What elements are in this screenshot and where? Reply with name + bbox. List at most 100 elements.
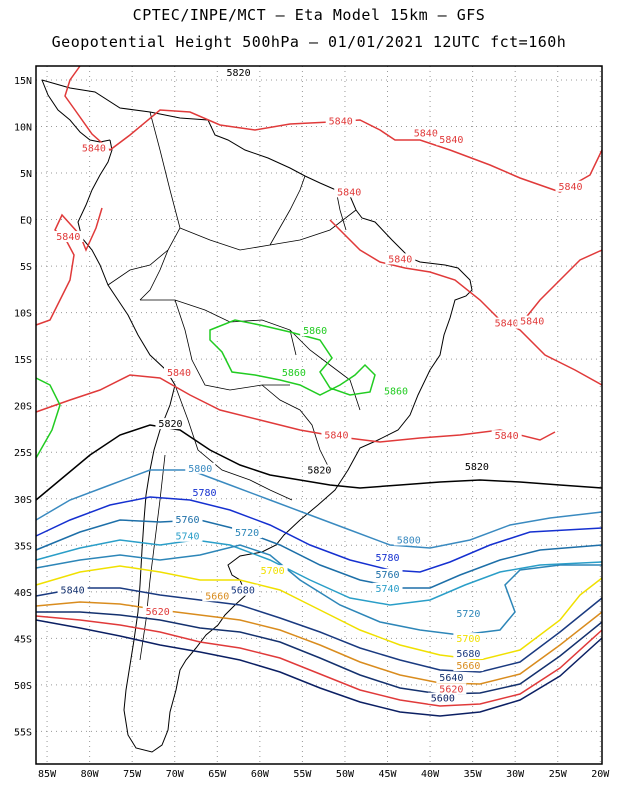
contour-label: 5760 — [375, 570, 399, 581]
lon-tick-label: 70W — [166, 769, 185, 780]
contour-label: 5840 — [329, 117, 353, 128]
contour-label: 5700 — [456, 634, 480, 645]
contour-label-bg — [453, 660, 484, 672]
contour-label-bg — [163, 366, 194, 378]
lat-tick-label: 10S — [14, 309, 32, 320]
contour-label: 5840 — [82, 144, 106, 155]
land-outline — [41, 79, 473, 753]
contour-label: 5640 — [439, 673, 463, 684]
lat-tick-label: 15N — [14, 76, 32, 87]
contour-label-bg — [453, 633, 484, 645]
contour-label-bg — [304, 464, 335, 476]
contour-label: 5620 — [439, 684, 463, 695]
contour-label-bg — [278, 366, 309, 378]
lat-tick-label: 5S — [20, 262, 32, 273]
contour-5840-north — [64, 65, 603, 193]
contour-label-bg — [491, 430, 522, 442]
contour-5840-atlantic-2 — [519, 249, 603, 326]
lon-tick-label: 40W — [421, 769, 440, 780]
contour-label: 5860 — [303, 326, 327, 337]
contour-5820 — [35, 424, 603, 501]
contour-5860-brazil — [209, 319, 376, 396]
contour-label: 5680 — [231, 586, 255, 597]
contour-label: 5780 — [375, 553, 399, 564]
contour-label-bg — [381, 385, 412, 397]
contour-label-bg — [172, 530, 203, 542]
contour-label-bg — [227, 584, 258, 596]
contour-label: 5760 — [175, 515, 199, 526]
contour-label: 5660 — [456, 661, 480, 672]
contour-label: 5840 — [324, 430, 348, 441]
contour-label-bg — [232, 526, 263, 538]
contour-label: 5860 — [384, 387, 408, 398]
contour-label: 5780 — [192, 488, 216, 499]
lat-tick-label: 25S — [14, 448, 32, 459]
country-borders — [107, 111, 361, 661]
contour-label: 5840 — [414, 129, 438, 140]
lon-tick-label: 25W — [549, 769, 568, 780]
contour-label: 5620 — [146, 607, 170, 618]
lat-tick-label: 20S — [14, 402, 32, 413]
contour-label-bg — [461, 460, 492, 472]
contour-label-bg — [223, 67, 254, 79]
contour-label: 5680 — [456, 649, 480, 660]
contour-label-bg — [57, 584, 88, 596]
contour-5720 — [35, 544, 602, 636]
contour-label: 5800 — [397, 535, 421, 546]
contour-label-bg — [325, 115, 356, 127]
lon-tick-label: 35W — [464, 769, 483, 780]
contour-label: 5820 — [307, 466, 331, 477]
contour-5840-south — [35, 374, 556, 443]
contour-label-bg — [372, 582, 403, 594]
contour-label-bg — [53, 231, 84, 243]
contour-label: 5840 — [56, 232, 80, 243]
contour-5700 — [35, 565, 603, 661]
south-america-coastline — [41, 79, 473, 753]
contour-5860-pacific — [35, 377, 61, 459]
contour-label-bg — [78, 142, 109, 154]
lat-tick-label: 5N — [20, 169, 32, 180]
contour-5620 — [35, 615, 603, 707]
contour-label-bg — [321, 429, 352, 441]
contour-label-bg — [202, 590, 233, 602]
contour-5780 — [35, 496, 603, 573]
contour-label-bg — [393, 534, 424, 546]
contour-5740 — [35, 539, 603, 606]
contour-label-bg — [172, 513, 203, 525]
contour-label-bg — [189, 486, 220, 498]
contour-label-bg — [517, 315, 548, 327]
contour-label: 5720 — [456, 609, 480, 620]
contour-label: 5800 — [188, 464, 212, 475]
lon-tick-label: 45W — [378, 769, 397, 780]
contour-label-bg — [453, 647, 484, 659]
contour-label-bg — [555, 180, 586, 192]
contour-label: 5660 — [205, 591, 229, 602]
lon-tick-label: 80W — [81, 769, 100, 780]
contour-5680 — [35, 587, 603, 673]
contour-label: 5740 — [175, 532, 199, 543]
contour-label-bg — [385, 253, 416, 265]
lat-tick-label: 45S — [14, 634, 32, 645]
contour-label: 5840 — [61, 586, 85, 597]
contour-label: 5700 — [261, 566, 285, 577]
contour-labels: 5820 5840 5840 5840 5840 5840 5840 5840 5840 5840… — [53, 67, 586, 705]
contour-label: 5840 — [337, 187, 361, 198]
contour-label-bg — [491, 317, 522, 329]
contour-lines — [35, 65, 603, 717]
contour-label-bg — [185, 462, 216, 474]
contour-label: 5840 — [388, 254, 412, 265]
contour-5600 — [35, 619, 603, 717]
lon-tick-label: 30W — [506, 769, 525, 780]
lon-tick-label: 75W — [123, 769, 142, 780]
contour-label-bg — [334, 186, 365, 198]
contour-label-bg — [427, 692, 458, 704]
lon-tick-label: 20W — [591, 769, 610, 780]
contour-label: 5740 — [375, 584, 399, 595]
contour-label-bg — [436, 134, 467, 146]
contour-label-bg — [410, 127, 441, 139]
central-america — [41, 79, 111, 143]
contour-label: 5840 — [495, 431, 519, 442]
contour-label-bg — [453, 607, 484, 619]
contour-label-bg — [300, 325, 331, 337]
contour-label-bg — [142, 606, 173, 618]
